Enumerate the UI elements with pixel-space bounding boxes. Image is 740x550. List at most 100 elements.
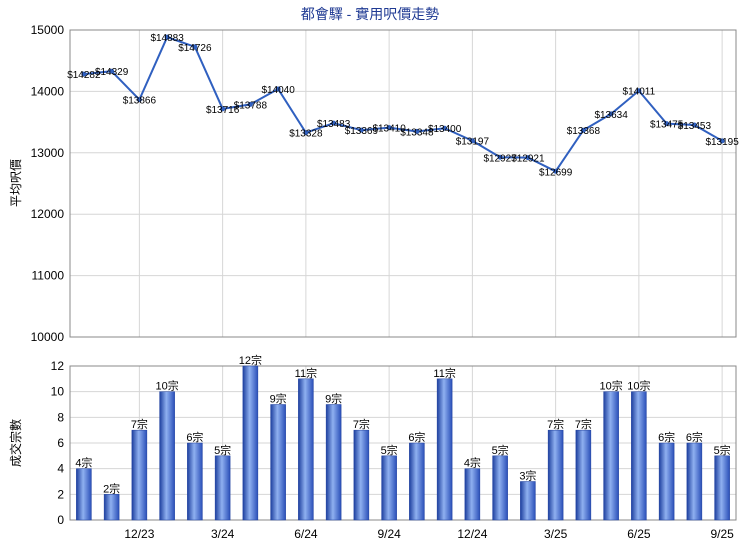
count-data-label: 5宗 [381, 443, 398, 457]
price-point [220, 106, 226, 112]
price-data-label: $13400 [428, 124, 462, 135]
count-bar [76, 468, 92, 521]
price-point [358, 127, 364, 133]
bottom-y-tick-label: 2 [57, 487, 64, 501]
count-bar [103, 494, 120, 521]
price-data-label: $13348 [400, 127, 434, 138]
x-tick-label: 9/25 [710, 527, 734, 541]
price-data-label: $14282 [67, 70, 101, 81]
bottom-y-tick-label: 8 [57, 410, 64, 424]
price-data-label: $14011 [623, 87, 656, 98]
count-data-label: 7宗 [353, 417, 370, 431]
count-bar [214, 455, 231, 521]
count-data-label: 6宗 [686, 430, 703, 444]
count-data-label: 2宗 [103, 481, 120, 495]
count-data-label: 5宗 [214, 443, 231, 457]
price-data-label: $14726 [178, 43, 212, 54]
count-bar [714, 455, 730, 521]
price-data-label: $13634 [594, 110, 628, 121]
price-point [636, 88, 642, 94]
bottom-y-axis-label: 成交宗數 [8, 419, 23, 467]
count-bar [159, 391, 175, 521]
x-tick-label: 3/24 [211, 527, 235, 541]
count-data-label: 5宗 [714, 443, 731, 457]
count-bar [575, 429, 592, 521]
price-point [608, 111, 614, 117]
count-data-label: 10宗 [600, 379, 623, 393]
count-bar [131, 429, 148, 521]
price-point [247, 101, 253, 107]
count-bar [492, 455, 508, 521]
x-tick-label: 3/25 [544, 527, 568, 541]
price-data-label: $13716 [206, 105, 240, 116]
top-y-axis-label: 平均呎價 [9, 159, 23, 207]
count-data-label: 11宗 [295, 366, 317, 380]
price-point [525, 155, 531, 161]
count-bar [381, 455, 397, 521]
bottom-y-tick-label: 6 [57, 436, 64, 450]
price-point [275, 86, 281, 92]
count-bar [270, 404, 286, 521]
price-data-label: $12927 [483, 153, 517, 164]
top-y-tick-label: 14000 [31, 84, 65, 98]
price-point [719, 138, 725, 144]
top-plot-frame [69, 29, 737, 338]
count-data-label: 12宗 [239, 353, 262, 367]
price-data-label: $12921 [511, 154, 545, 165]
count-bar [298, 378, 314, 521]
price-point [442, 125, 448, 131]
price-point [192, 44, 198, 50]
price-data-label: $14329 [95, 67, 129, 78]
price-data-label: $13483 [317, 119, 351, 130]
count-bar [436, 378, 453, 521]
count-data-label: 10宗 [156, 379, 179, 393]
count-data-label: 9宗 [325, 392, 342, 406]
count-data-label: 6宗 [186, 430, 203, 444]
price-data-label: $13453 [678, 121, 712, 132]
price-point [303, 130, 309, 136]
price-point [164, 34, 170, 40]
count-bar [325, 404, 342, 521]
count-bar [464, 468, 481, 521]
count-bar [353, 429, 370, 521]
price-data-label: $13328 [289, 129, 323, 140]
price-data-label: $13369 [345, 126, 379, 137]
count-data-label: 6宗 [408, 430, 425, 444]
price-data-label: $12699 [539, 167, 573, 178]
count-bar [409, 442, 425, 521]
top-y-tick-label: 13000 [31, 146, 65, 160]
count-data-label: 5宗 [492, 443, 509, 457]
price-point [109, 68, 115, 74]
count-bar [520, 481, 536, 521]
bottom-y-tick-label: 0 [57, 513, 64, 527]
count-data-label: 9宗 [270, 392, 287, 406]
price-point [136, 97, 142, 103]
x-tick-label: 12/23 [124, 527, 154, 541]
count-data-label: 10宗 [627, 379, 650, 393]
price-data-label: $14883 [150, 33, 184, 44]
price-point [81, 71, 87, 77]
top-y-tick-label: 11000 [32, 269, 65, 283]
count-data-label: 11宗 [433, 366, 455, 380]
count-bar [547, 429, 564, 521]
bottom-y-tick-label: 12 [51, 359, 65, 373]
count-data-label: 3宗 [519, 469, 536, 483]
count-data-label: 4宗 [464, 456, 481, 470]
count-data-label: 7宗 [131, 417, 148, 431]
price-point [691, 122, 697, 128]
price-data-label: $13368 [567, 126, 601, 137]
count-bar [686, 442, 703, 521]
price-point [469, 138, 475, 144]
price-data-label: $13197 [456, 137, 490, 148]
price-data-label: $13410 [372, 124, 406, 135]
price-series-line [83, 35, 723, 173]
count-bar [631, 391, 647, 521]
count-bar [242, 365, 259, 521]
price-point [331, 120, 337, 126]
x-tick-label: 6/25 [627, 527, 651, 541]
count-data-label: 7宗 [547, 417, 564, 431]
price-point [414, 128, 420, 134]
count-data-label: 6宗 [658, 430, 675, 444]
top-y-tick-label: 15000 [31, 23, 65, 37]
